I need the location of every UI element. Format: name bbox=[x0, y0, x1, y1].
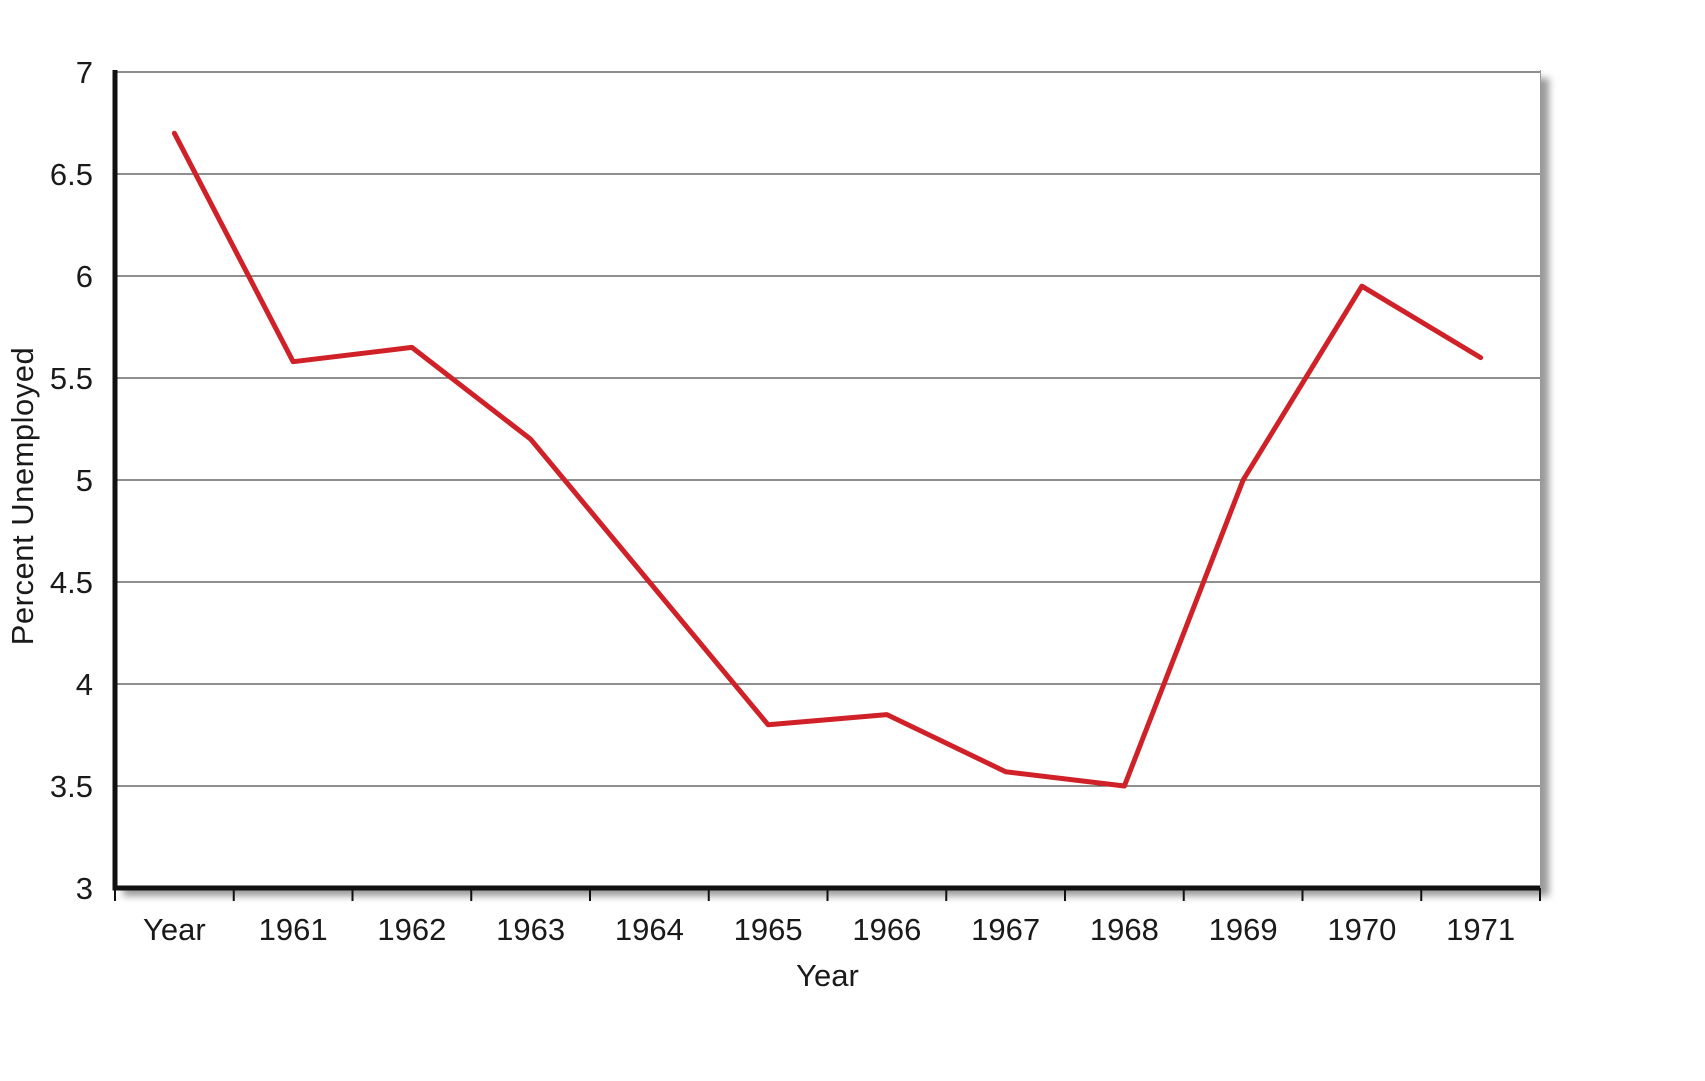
y-tick-label: 6 bbox=[76, 259, 93, 294]
x-tick-label: 1965 bbox=[734, 912, 803, 947]
x-tick-label: 1963 bbox=[496, 912, 565, 947]
x-tick-label: 1969 bbox=[1209, 912, 1278, 947]
y-tick-label: 4 bbox=[76, 667, 93, 702]
x-tick-label: 1961 bbox=[259, 912, 328, 947]
x-tick-label: 1970 bbox=[1327, 912, 1396, 947]
x-tick-label: Year bbox=[143, 912, 206, 947]
y-tick-label: 6.5 bbox=[50, 157, 93, 192]
y-axis-title: Percent Unemployed bbox=[5, 346, 40, 646]
x-tick-label: 1968 bbox=[1090, 912, 1159, 947]
x-tick-label: 1964 bbox=[615, 912, 684, 947]
y-tick-label: 5.5 bbox=[50, 361, 93, 396]
y-tick-label: 5 bbox=[76, 463, 93, 498]
x-tick-label: 1971 bbox=[1446, 912, 1515, 947]
x-tick-label: 1962 bbox=[377, 912, 446, 947]
x-tick-label: 1967 bbox=[971, 912, 1040, 947]
y-tick-label: 3 bbox=[76, 871, 93, 906]
y-tick-label: 4.5 bbox=[50, 565, 93, 600]
x-tick-label: 1966 bbox=[852, 912, 921, 947]
plot-area bbox=[115, 70, 1541, 888]
y-tick-label: 7 bbox=[76, 55, 93, 90]
y-tick-label: 3.5 bbox=[50, 769, 93, 804]
x-axis-title: Year bbox=[796, 958, 859, 993]
series-line bbox=[171, 130, 1484, 789]
